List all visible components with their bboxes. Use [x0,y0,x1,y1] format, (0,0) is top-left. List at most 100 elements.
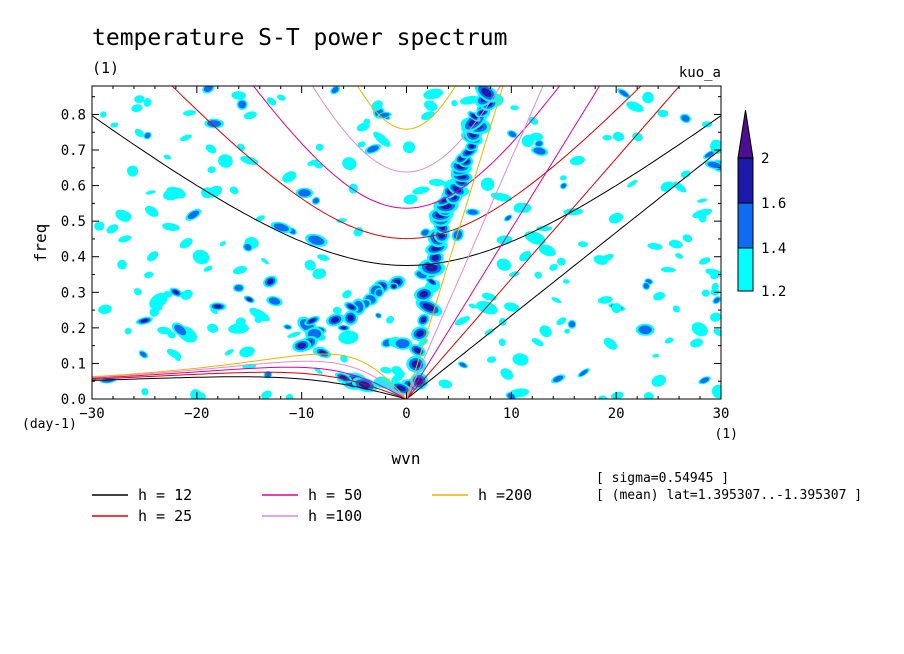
spectrum-contour [255,215,265,222]
spectrum-contour [373,131,391,147]
spectrum-contour [657,109,669,118]
spectrum-contour [117,259,127,270]
spectrum-contour [166,348,182,359]
spectrum-contour [340,326,347,330]
x-tick-label: 10 [503,406,520,422]
colorbar-band [737,247,754,292]
spectrum-contour [314,367,323,375]
spectrum-contour [127,165,139,177]
colorbar-label: 1.6 [761,196,786,212]
chart-subtitle: (1) [92,59,119,77]
spectrum-contour [660,266,676,273]
spectrum-contour [268,297,281,305]
dispersion-curve [92,366,407,399]
legend-label: h = 12 [138,486,192,504]
spectrum-contour [551,297,562,304]
spectrum-contour [298,189,311,197]
legend: h = 12 h = 25 h = 50 h =100 h =200 [92,486,532,525]
spectrum-contour [218,154,233,168]
spectrum-contour [512,353,529,366]
colorbar-label: 2 [761,151,769,167]
spectrum-contour [513,202,525,213]
spectrum-contour [110,122,119,128]
spectrum-contour [428,178,445,187]
spectrum-contour [336,218,347,223]
spectrum-contour [224,349,234,356]
chart-title: temperature S-T power spectrum [92,25,507,51]
spectrum-contour [100,111,107,118]
x-axis-label: wvn [392,449,421,468]
spectrum-contour [619,89,629,97]
spectrum-contour [133,288,142,296]
spectrum-contour [371,100,383,112]
spectrum-contour [713,297,720,303]
spectrum-contour [533,147,546,155]
spectrum-contour [379,112,390,118]
spectrum-contour [144,132,151,139]
spectrum-contour [433,256,437,259]
spectrum-contour [472,115,476,118]
spectrum-contour [342,376,346,379]
spectrum-contour [701,289,710,297]
spectrum-contour [240,156,259,165]
spectrum-contour [423,303,435,312]
spectrum-contour [375,289,383,297]
spectrum-contour [454,316,470,326]
spectrum-contour [261,258,269,265]
spectrum-contour [308,235,325,245]
y-tick-label: 0.8 [61,107,86,123]
colorbar-band [737,157,754,204]
dispersion-curve [406,86,601,399]
spectrum-contour [207,120,222,127]
axis-ticks: −30 −20 −10 0 10 20 30 0.0 0.1 0.2 0.3 0.4 0.5 0.6 0.7… [61,86,730,422]
spectrum-contour [162,222,180,231]
x-tick-label: 20 [608,406,625,422]
spectrum-contour [131,104,143,113]
spectrum-contour [145,190,156,195]
dispersion-curves [92,86,721,399]
spectrum-contour [647,242,663,250]
spectrum-contour [353,227,364,237]
y-tick-label: 0.3 [61,285,86,301]
spectrum-contour [476,300,498,315]
spectrum-contour [210,308,218,315]
legend-label: h = 50 [308,486,362,504]
lat-annotation: [ (mean) lat=1.395307..-1.395307 ] [596,488,862,503]
spectrum-contour [682,234,693,243]
spectrum-contour [338,330,359,345]
legend-label: h = 25 [138,507,192,525]
spectrum-contour [559,175,567,181]
spectrum-contour [342,290,352,299]
x-axis-unit: (1) [715,427,738,442]
sigma-annotation: [ sigma=0.54945 ] [596,471,729,486]
spectrum-contour [444,204,449,208]
spectrum-contour [173,290,179,295]
y-tick-label: 0.0 [61,392,86,408]
spectrum-contour [143,98,152,107]
dispersion-curve [92,371,407,399]
dispersion-curve [252,86,561,209]
spectrum-contour [246,297,252,302]
spectrum-contour [412,186,430,195]
spectrum-contour [308,318,316,323]
dispersion-curve [92,376,407,399]
spectrum-contour [422,318,425,321]
x-tick-label: −30 [79,406,104,422]
spectrum-contour [484,328,494,336]
colorbar-extend-arrow [737,109,754,159]
spectrum-contour [402,141,416,154]
spectrum-contour [510,105,519,111]
spectrum-contour [315,143,324,151]
dispersion-curve [406,148,721,399]
spectrum-contour [118,235,132,243]
spectrum-contour [331,86,339,94]
spectrum-contour [314,162,324,169]
x-tick-label: 30 [713,406,730,422]
spectrum-contour [680,170,691,179]
spectrum-contour [668,239,683,249]
spectrum-contour [529,132,544,141]
y-tick-label: 0.6 [61,179,86,195]
spectrum-contour [423,100,438,112]
spectrum-contour [429,266,434,270]
